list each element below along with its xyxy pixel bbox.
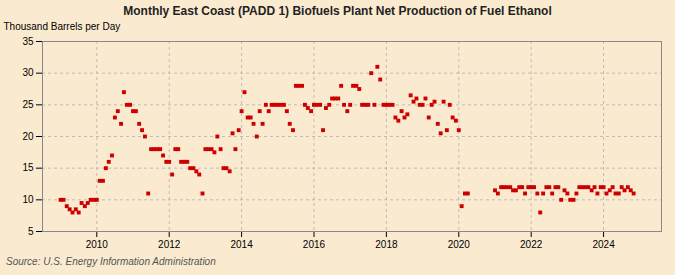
html-text:Monthly East Coast (PADD 1) Bi: Monthly East Coast (PADD 1) Biofuels Pla… <box>123 4 552 18</box>
svg-text:2014: 2014 <box>230 239 253 250</box>
svg-text:35: 35 <box>22 36 34 47</box>
svg-text:2022: 2022 <box>520 239 543 250</box>
svg-text:30: 30 <box>22 67 34 78</box>
svg-text:2018: 2018 <box>375 239 398 250</box>
svg-text:2024: 2024 <box>592 239 615 250</box>
svg-text:25: 25 <box>22 99 34 110</box>
svg-text:2012: 2012 <box>158 239 181 250</box>
svg-text:5: 5 <box>28 226 34 237</box>
svg-text:15: 15 <box>22 162 34 173</box>
svg-text:2016: 2016 <box>303 239 326 250</box>
svg-text:20: 20 <box>22 131 34 142</box>
svg-text:10: 10 <box>22 194 34 205</box>
svg-text:Thousand Barrels per Day: Thousand Barrels per Day <box>4 21 121 32</box>
svg-text:2010: 2010 <box>86 239 109 250</box>
html-text:Source: U.S. Energy Informatio: Source: U.S. Energy Information Administ… <box>6 256 216 267</box>
svg-text:2020: 2020 <box>448 239 471 250</box>
